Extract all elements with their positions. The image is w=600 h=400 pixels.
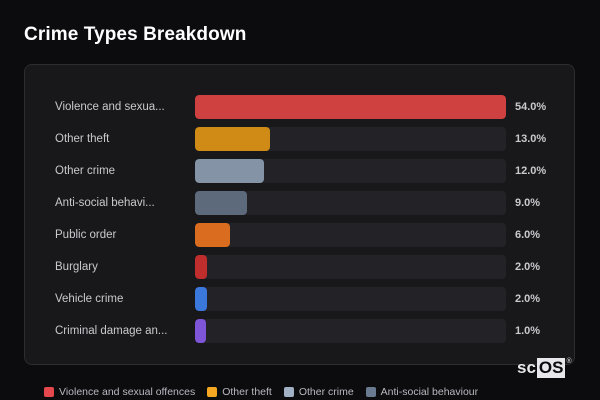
bar-track: [195, 127, 506, 151]
bar-fill[interactable]: [195, 255, 207, 279]
watermark-boxed: OS: [536, 358, 566, 378]
legend-item[interactable]: Violence and sexual offences: [44, 386, 195, 398]
bar-row[interactable]: Other theft 13.0%: [25, 127, 574, 151]
bar-fill[interactable]: [195, 191, 247, 215]
bar-value: 2.0%: [515, 293, 541, 305]
bar-label: Other crime: [55, 165, 116, 177]
legend-swatch-icon: [44, 387, 54, 397]
chart-title: Crime Types Breakdown: [24, 24, 247, 45]
legend-label: Violence and sexual offences: [59, 386, 196, 398]
bar-fill[interactable]: [195, 95, 506, 119]
bar-track: [195, 223, 506, 247]
bar-row[interactable]: Criminal damage an... 1.0%: [25, 319, 574, 343]
bar-track: [195, 95, 506, 119]
watermark-logo: sc OS ®: [517, 358, 572, 378]
legend-swatch-icon: [283, 387, 294, 397]
bar-row[interactable]: Vehicle crime 2.0%: [25, 287, 574, 311]
bar-track: [195, 255, 506, 279]
bar-track: [195, 287, 506, 311]
bar-fill[interactable]: [195, 223, 230, 247]
legend-item[interactable]: Anti-social behaviour: [365, 386, 479, 398]
legend-item[interactable]: Other theft: [207, 386, 272, 398]
bar-row[interactable]: Public order 6.0%: [25, 223, 574, 247]
bar-value: 54.0%: [515, 101, 547, 113]
bar-track: [195, 319, 506, 343]
bar-row[interactable]: Burglary 2.0%: [25, 255, 574, 279]
bar-row[interactable]: Violence and sexua... 54.0%: [25, 95, 574, 119]
chart-legend: Violence and sexual offences Other theft O…: [44, 386, 478, 398]
bar-label: Vehicle crime: [55, 293, 124, 305]
legend-item[interactable]: Other crime: [283, 386, 354, 398]
bar-label: Criminal damage an...: [55, 325, 168, 337]
bar-value: 2.0%: [515, 261, 541, 273]
registered-mark: ®: [566, 358, 572, 365]
watermark-prefix: sc: [517, 358, 536, 377]
bar-value: 9.0%: [515, 197, 541, 209]
bar-value: 13.0%: [515, 133, 547, 145]
bar-label: Anti-social behavi...: [55, 197, 155, 209]
bar-track: [195, 191, 506, 215]
bar-fill[interactable]: [195, 127, 270, 151]
bar-track: [195, 159, 506, 183]
legend-label: Anti-social behaviour: [380, 386, 479, 398]
bar-label: Violence and sexua...: [55, 101, 165, 113]
bar-row[interactable]: Other crime 12.0%: [25, 159, 574, 183]
bar-label: Burglary: [55, 261, 98, 273]
bar-fill[interactable]: [195, 287, 207, 311]
bar-value: 12.0%: [515, 165, 547, 177]
bar-fill[interactable]: [195, 159, 265, 183]
chart-card: Violence and sexua... 54.0% Other theft 13.…: [24, 64, 575, 365]
legend-swatch-icon: [207, 387, 218, 397]
legend-label: Other crime: [298, 386, 354, 398]
bar-value: 1.0%: [515, 325, 541, 337]
legend-label: Other theft: [222, 386, 272, 398]
bar-row[interactable]: Anti-social behavi... 9.0%: [25, 191, 574, 215]
bar-label: Other theft: [55, 133, 110, 145]
bar-value: 6.0%: [515, 229, 541, 241]
bar-label: Public order: [55, 229, 117, 241]
bar-fill[interactable]: [195, 319, 206, 343]
legend-swatch-icon: [365, 387, 376, 397]
